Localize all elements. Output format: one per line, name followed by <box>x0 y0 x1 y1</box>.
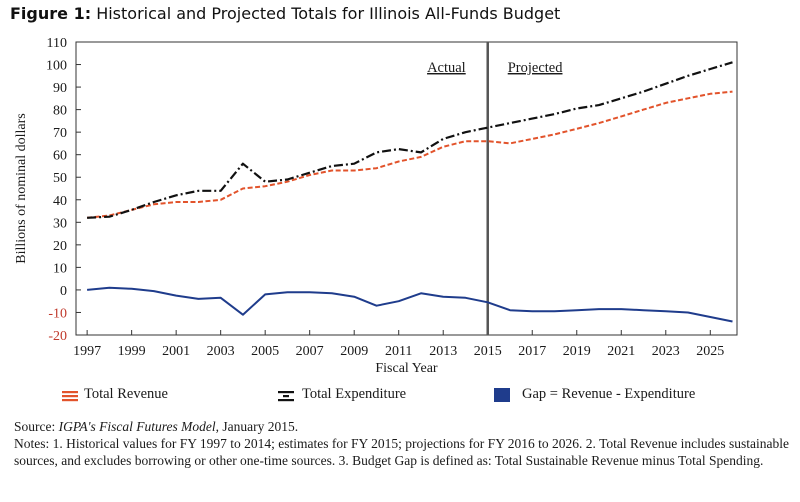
x-tick-label: 1999 <box>118 344 146 359</box>
source-line: Source: IGPA's Fiscal Futures Model, Jan… <box>14 418 789 435</box>
x-tick-label: 2017 <box>518 344 546 359</box>
source-title: IGPA's Fiscal Futures Model <box>58 419 216 434</box>
legend-item-expenditure: Total Expenditure <box>278 386 406 403</box>
x-tick-label: 2011 <box>385 344 412 359</box>
x-tick-label: 1997 <box>73 344 101 359</box>
y-tick-label: 50 <box>53 171 67 186</box>
legend-item-gap: Gap = Revenue - Expenditure <box>494 386 695 403</box>
y-tick-label: 0 <box>60 284 67 299</box>
legend-label-revenue: Total Revenue <box>84 386 168 402</box>
y-tick-label: -20 <box>48 329 67 344</box>
source-suffix: , January 2015. <box>215 419 299 434</box>
legend-item-revenue: Total Revenue <box>62 386 168 403</box>
x-tick-label: 2003 <box>207 344 235 359</box>
x-tick-label: 2001 <box>162 344 190 359</box>
y-tick-label: 60 <box>53 149 67 164</box>
y-tick-label: 80 <box>53 104 67 119</box>
figure-label: Figure 1: <box>10 4 92 23</box>
source-prefix: Source: <box>14 419 59 434</box>
x-tick-label: 2005 <box>251 344 279 359</box>
x-tick-label: 2019 <box>563 344 591 359</box>
y-tick-label: 100 <box>46 59 67 74</box>
series-line-total-revenue <box>86 90 733 219</box>
projected-label: Projected <box>508 60 564 76</box>
x-axis-label: Fiscal Year <box>375 361 438 376</box>
notes-text: Notes: 1. Historical values for FY 1997 … <box>14 436 789 468</box>
x-tick-label: 2015 <box>474 344 502 359</box>
y-tick-label: 110 <box>47 36 67 51</box>
figure-title-text: Historical and Projected Totals for Illi… <box>96 4 561 23</box>
y-tick-label: 20 <box>53 239 67 254</box>
plot-frame <box>75 41 738 336</box>
y-tick-label: 40 <box>53 194 67 209</box>
legend-swatch-gap <box>494 388 510 402</box>
y-tick-label: 70 <box>53 126 67 141</box>
y-axis-label: Billions of nominal dollars <box>14 113 29 264</box>
y-tick-label: 30 <box>53 216 67 231</box>
y-tick-label: -10 <box>48 306 67 321</box>
y-tick-label: 10 <box>53 261 67 276</box>
source-note: Source: IGPA's Fiscal Futures Model, Jan… <box>14 418 789 469</box>
x-tick-label: 2023 <box>652 344 680 359</box>
y-tick-label: 90 <box>53 81 67 96</box>
x-tick-label: 2025 <box>696 344 724 359</box>
x-tick-label: 2007 <box>296 344 324 359</box>
legend-swatch-expenditure <box>278 391 294 402</box>
series-line-gap <box>87 286 733 323</box>
x-tick-label: 2013 <box>429 344 457 359</box>
series-line-total-expenditure <box>87 61 733 219</box>
legend-label-expenditure: Total Expenditure <box>302 386 407 402</box>
x-tick-label: 2021 <box>607 344 635 359</box>
figure-title: Figure 1: Historical and Projected Total… <box>10 4 560 23</box>
x-tick-label: 2009 <box>340 344 368 359</box>
legend-label-gap: Gap = Revenue - Expenditure <box>522 386 696 402</box>
legend-swatch-revenue <box>62 391 78 402</box>
actual-label: Actual <box>427 60 466 76</box>
